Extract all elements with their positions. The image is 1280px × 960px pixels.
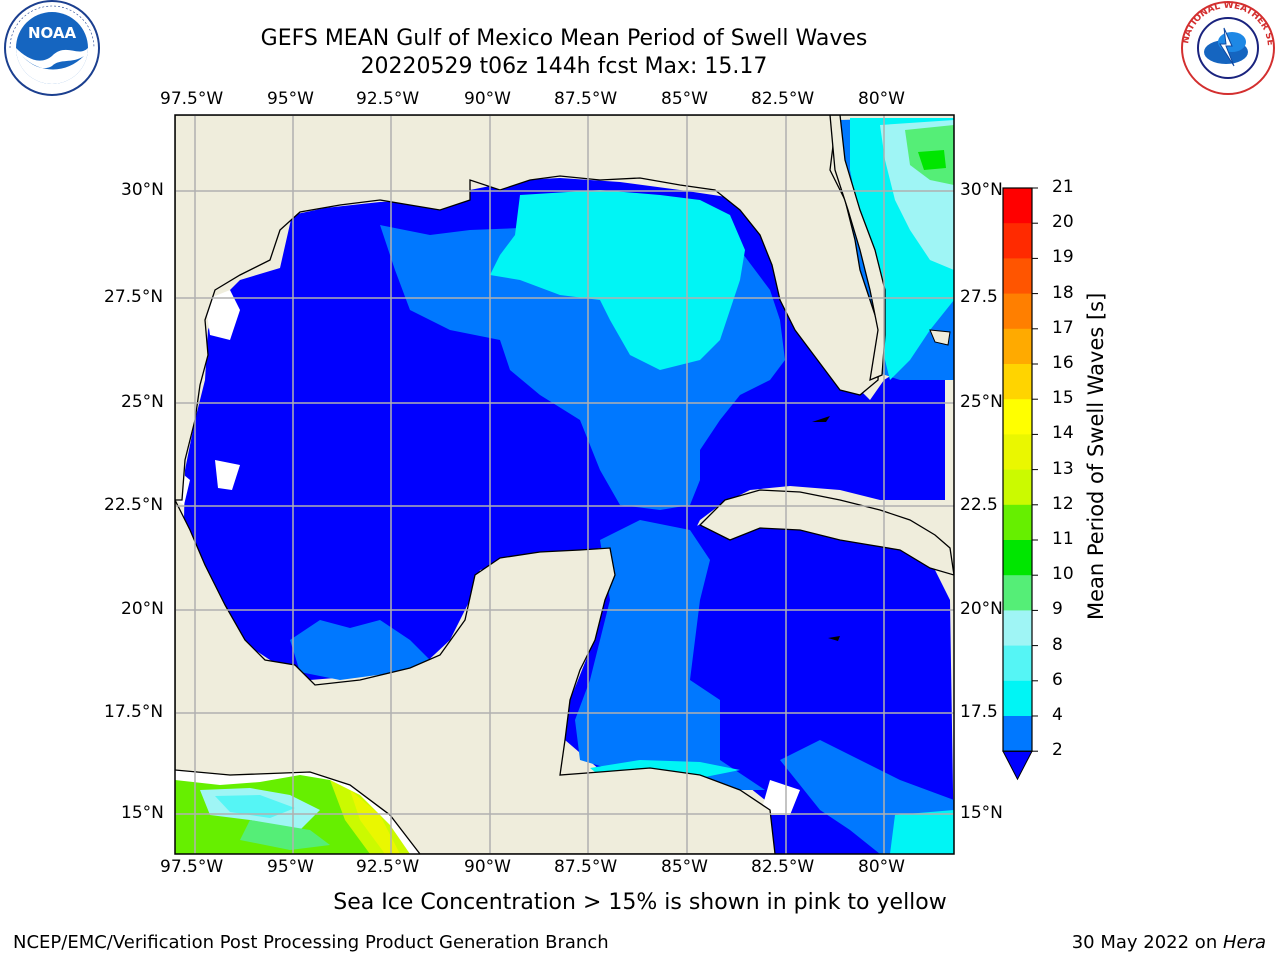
colorbar-tick-label: 10 (1052, 564, 1074, 585)
colorbar-segment (1003, 223, 1032, 259)
lon-label-bottom: 82.5°W (751, 857, 815, 877)
colorbar-segment (1003, 188, 1032, 224)
lat-label-left: 15°N (121, 803, 164, 823)
colorbar-tick-label: 17 (1052, 317, 1074, 338)
colorbar-segment (1003, 469, 1032, 506)
colorbar-segment (1003, 258, 1032, 295)
lon-label-top: 95°W (267, 89, 314, 109)
colorbar-segment (1003, 716, 1032, 752)
lat-label-right: 20°N (960, 599, 1003, 619)
colorbar-segment (1003, 504, 1032, 541)
lat-label-left: 30°N (121, 180, 164, 200)
map-frame (174, 114, 955, 855)
lon-label-bottom: 95°W (267, 857, 314, 877)
lon-label-bottom: 80°W (858, 857, 905, 877)
lon-label-top: 90°W (464, 89, 511, 109)
colorbar-tick-label: 8 (1052, 634, 1063, 655)
graticule (175, 115, 954, 854)
colorbar-extend-arrow (1002, 750, 1033, 781)
lat-label-left: 17.5°N (104, 702, 164, 722)
colorbar-segment (1003, 434, 1032, 471)
lon-label-bottom: 92.5°W (356, 857, 420, 877)
colorbar-title: Mean Period of Swell Waves [s] (1084, 292, 1108, 620)
land-mexico (175, 499, 776, 854)
land-cuba (698, 489, 954, 576)
colorbar-tick-label: 14 (1052, 423, 1074, 444)
lon-label-top: 97.5°W (160, 89, 224, 109)
footer-date: 30 May 2022 on Hera (1071, 932, 1266, 953)
nws-logo: NATIONAL WEATHER SERVICE (1176, 0, 1275, 95)
lon-label-top: 82.5°W (751, 89, 815, 109)
lat-label-left: 25°N (121, 392, 164, 412)
colorbar-tick-label: 16 (1052, 353, 1074, 373)
colorbar-tick-label: 15 (1052, 388, 1074, 409)
lon-label-top: 80°W (858, 89, 905, 109)
colorbar-segment (1003, 680, 1032, 717)
colorbar-segment (1003, 645, 1032, 682)
colorbar-segment (1003, 328, 1032, 365)
lon-label-bottom: 87.5°W (554, 857, 618, 877)
lon-label-bottom: 85°W (661, 857, 708, 877)
lat-label-right: 17.5 (960, 702, 998, 722)
colorbar-tick-label: 11 (1052, 529, 1074, 549)
map-field (175, 115, 954, 854)
colorbar-tick-label: 6 (1052, 669, 1063, 690)
lon-label-top: 92.5°W (356, 89, 420, 109)
footer-credit: NCEP/EMC/Verification Post Processing Pr… (13, 932, 609, 953)
lon-label-top: 85°W (661, 89, 708, 109)
colorbar-segment (1003, 293, 1032, 330)
lat-label-right: 22.5 (960, 495, 998, 515)
colorbar-tick-label: 4 (1052, 705, 1063, 725)
colorbar-tick-label: 13 (1052, 458, 1074, 479)
colorbar-tick-label: 12 (1052, 493, 1074, 514)
lat-label-left: 20°N (121, 599, 164, 619)
colorbar-segment (1003, 575, 1032, 611)
svg-text:NOAA: NOAA (28, 24, 77, 42)
colorbar-segment (1003, 540, 1032, 576)
colorbar-tick-label: 18 (1052, 282, 1074, 303)
lon-label-bottom: 90°W (464, 857, 511, 877)
lat-label-left: 22.5°N (104, 495, 164, 515)
swell-band-long (490, 190, 745, 370)
colorbar-tick-label: 9 (1052, 599, 1063, 620)
colorbar-tick-label: 2 (1052, 740, 1063, 761)
colorbar-segment (1003, 610, 1032, 647)
lat-label-right: 27.5 (960, 287, 998, 307)
map-title: GEFS MEAN Gulf of Mexico Mean Period of … (260, 26, 868, 51)
sea-ice-caption: Sea Ice Concentration > 15% is shown in … (333, 890, 947, 915)
colorbar-tick-label: 21 (1052, 177, 1074, 197)
lat-label-right: 25°N (960, 392, 1003, 412)
colorbar-tick-label: 20 (1052, 212, 1074, 233)
land-us (175, 115, 881, 501)
colorbar-segment (1003, 399, 1032, 435)
noaa-logo: NOAA (4, 0, 100, 96)
colorbar-segment (1003, 364, 1032, 400)
lat-label-left: 27.5°N (104, 287, 164, 307)
lon-label-bottom: 97.5°W (160, 857, 224, 877)
lon-label-top: 87.5°W (554, 89, 618, 109)
lat-label-right: 15°N (960, 803, 1003, 823)
colorbar-tick-label: 19 (1052, 247, 1074, 268)
map-subtitle: 20220529 t06z 144h fcst Max: 15.17 (360, 54, 768, 79)
lat-label-right: 30°N (960, 180, 1003, 200)
